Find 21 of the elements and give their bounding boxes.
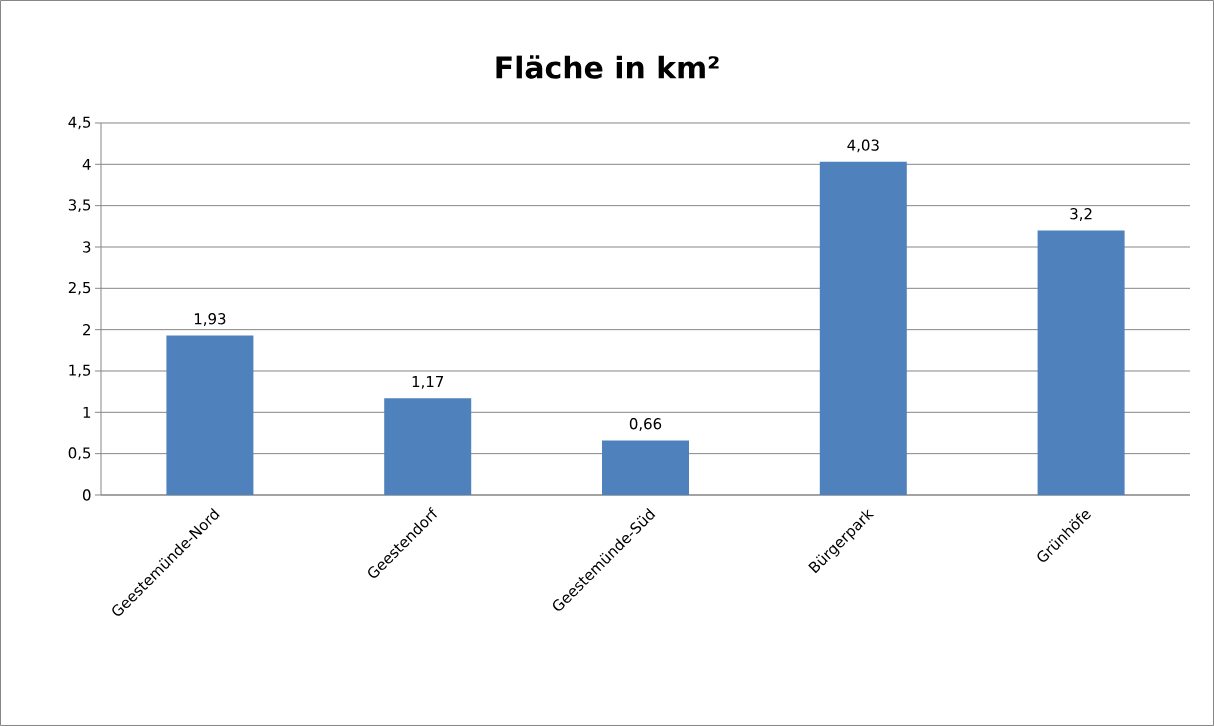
y-tick-label: 4,5	[68, 116, 91, 130]
y-tick-label: 1	[83, 406, 91, 418]
bar	[819, 161, 907, 495]
bar	[602, 440, 689, 495]
data-label: 1,93	[194, 313, 226, 326]
y-tick-label: 4	[82, 158, 91, 170]
y-tick-label: 2,5	[68, 281, 91, 295]
data-label: 1,17	[412, 376, 444, 389]
data-label: 4,03	[847, 139, 879, 153]
y-tick-label: 2	[83, 324, 90, 336]
bar	[384, 398, 472, 495]
y-tick-label: 3	[83, 241, 91, 253]
chart-title: Fläche in km²	[496, 55, 719, 79]
y-tick-label: 0,5	[68, 447, 91, 461]
bar	[166, 335, 254, 495]
y-tick-label: 0	[82, 489, 91, 501]
y-tick-label: 1,5	[69, 364, 91, 378]
bar	[1037, 230, 1125, 495]
data-label: 0,66	[629, 418, 662, 431]
y-tick-label: 3,5	[68, 199, 91, 213]
data-label: 3,2	[1070, 208, 1092, 221]
